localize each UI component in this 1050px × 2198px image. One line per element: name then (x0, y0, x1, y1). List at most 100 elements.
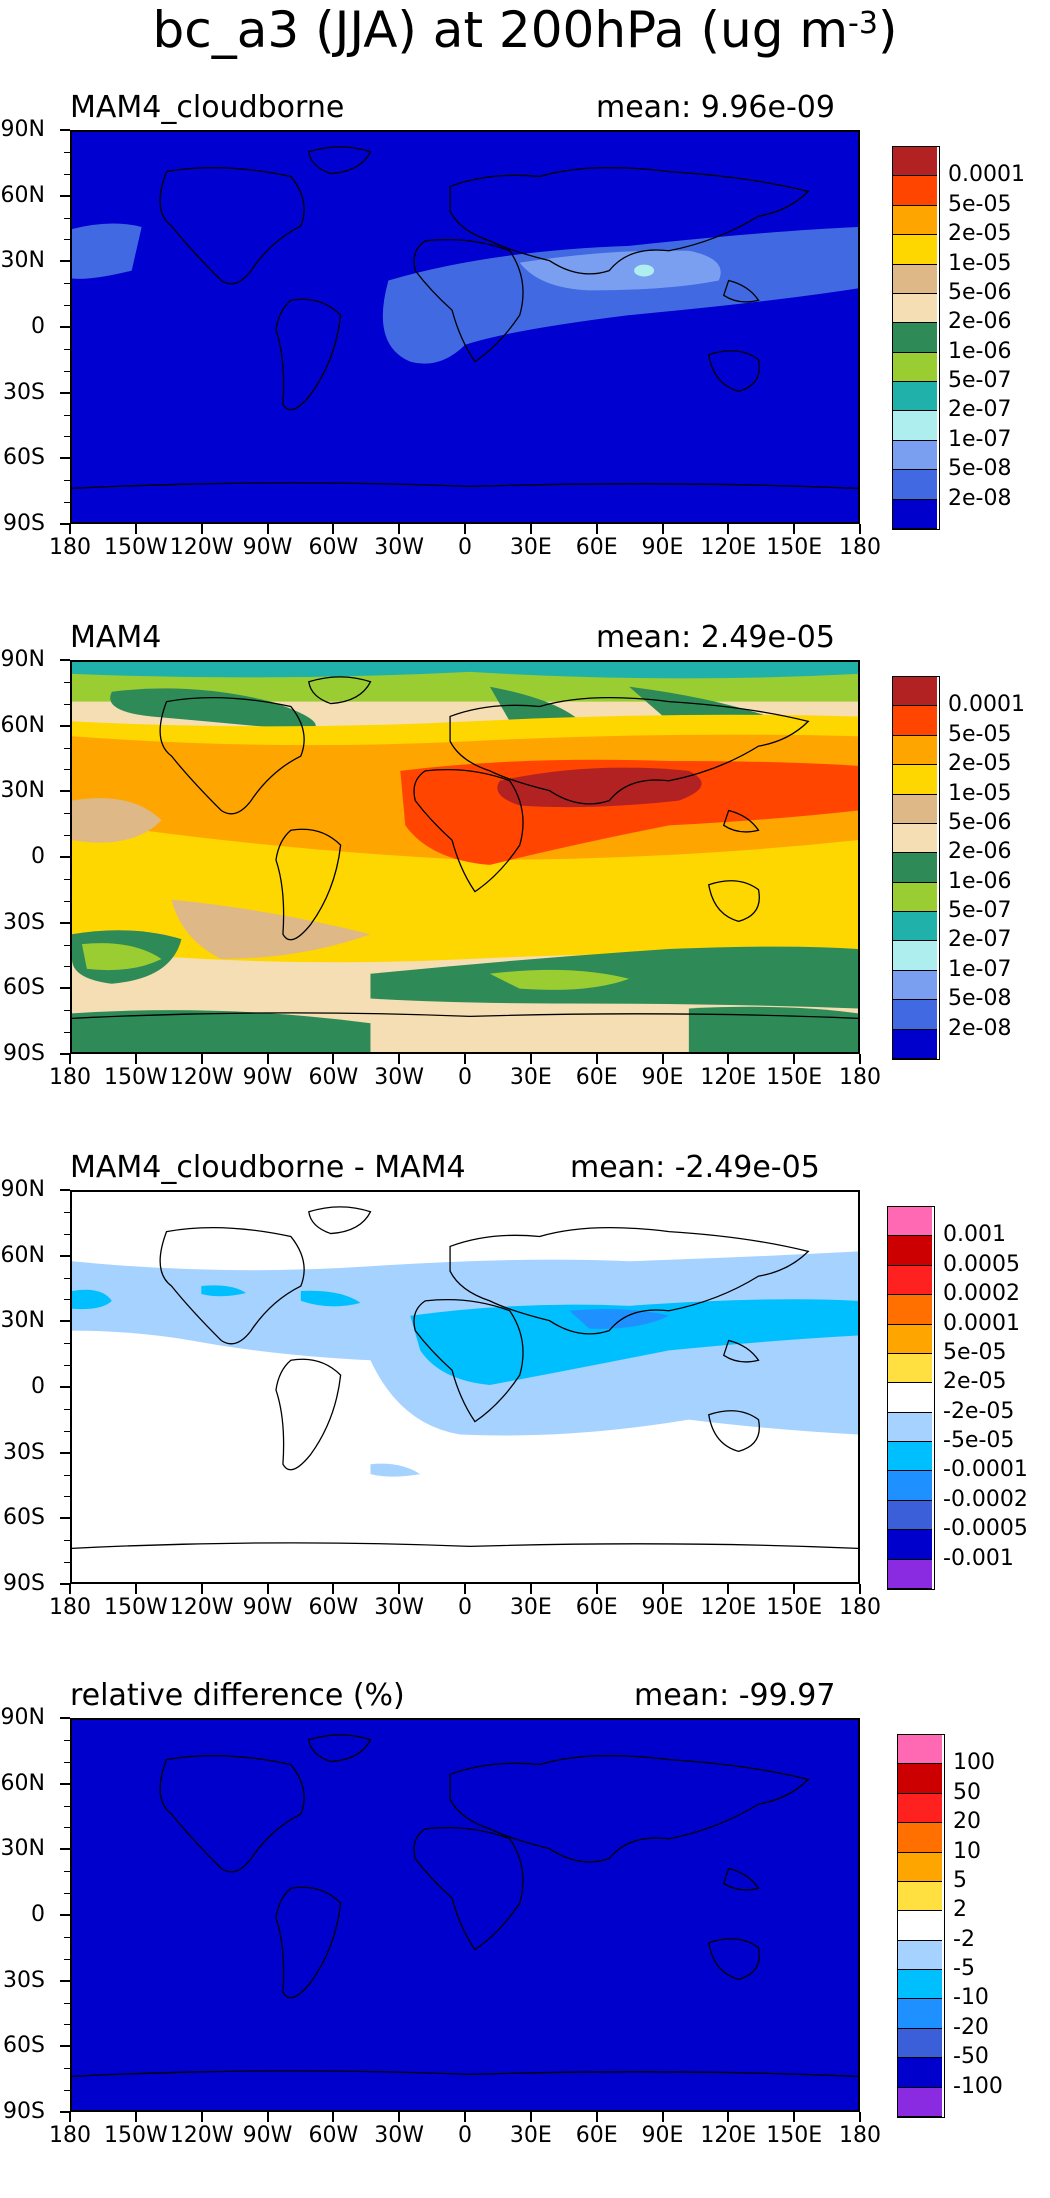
lon-tick (69, 1584, 71, 1594)
colorbar-swatch (893, 794, 937, 824)
colorbar-swatch (888, 1383, 932, 1413)
colorbar-swatch (888, 1530, 932, 1560)
lat-minor-tick (64, 370, 70, 372)
lon-tick-label: 150E (766, 2123, 823, 2148)
lat-minor-tick (64, 2090, 70, 2092)
lat-tick (60, 1254, 70, 1257)
map-canvas (72, 662, 858, 1052)
lat-minor-tick (64, 1299, 70, 1301)
lat-minor-tick (64, 2002, 70, 2004)
colorbar (887, 1206, 935, 1590)
lon-tick (793, 1584, 796, 1594)
lat-tick (60, 1517, 70, 1520)
lat-tick (60, 523, 70, 525)
colorbar-level-label: 2e-07 (948, 927, 1012, 953)
map-plot (70, 130, 860, 524)
colorbar-swatch (898, 1881, 942, 1912)
lat-minor-tick (64, 2024, 70, 2026)
lat-minor-tick (64, 217, 70, 219)
lat-minor-tick (64, 1893, 70, 1895)
colorbar (892, 676, 940, 1060)
colorbar-swatch (893, 941, 937, 971)
colorbar-level-label: 0.001 (943, 1222, 1006, 1248)
colorbar-swatch (888, 1236, 932, 1266)
lon-tick-label: 60E (575, 535, 618, 560)
lon-tick (398, 2112, 401, 2122)
coastlines (72, 1734, 858, 2077)
colorbar-level-label: 5e-07 (948, 898, 1012, 924)
lat-minor-tick (64, 1343, 70, 1345)
lon-tick (266, 1584, 269, 1594)
map-plot (70, 660, 860, 1054)
lat-minor-tick (64, 1010, 70, 1012)
lon-tick (398, 524, 401, 534)
lon-tick (661, 1584, 664, 1594)
lat-minor-tick (64, 1233, 70, 1235)
lon-tick-label: 90W (242, 2123, 293, 2148)
lat-tick (60, 790, 70, 793)
lon-tick (529, 1054, 532, 1064)
lat-minor-tick (64, 239, 70, 241)
lon-tick (200, 1584, 203, 1594)
colorbar-level-label: 1e-05 (948, 780, 1012, 806)
panel-mean: mean: -99.97 (634, 1678, 836, 1713)
lon-tick (793, 1054, 796, 1064)
lon-tick-label: 90E (641, 535, 684, 560)
colorbar-swatch (898, 2087, 942, 2117)
lon-tick-label: 90W (242, 1065, 293, 1090)
lat-tick-label: 60N (0, 182, 45, 208)
lon-tick-label: 120E (700, 1595, 757, 1620)
colorbar-level-label: 1e-07 (948, 956, 1012, 982)
lat-tick-label: 0 (31, 1374, 45, 1399)
lon-tick-label: 150W (103, 2123, 168, 2148)
lat-tick-label: 60S (3, 1505, 45, 1531)
panel-cloudborne: MAM4_cloudborne mean: 9.96e-09 90N 60N 30N… (0, 90, 1050, 610)
panel-mean: mean: -2.49e-05 (570, 1150, 820, 1185)
colorbar-level-label: 0.0001 (943, 1310, 1020, 1336)
colorbar-level-label: -0.001 (943, 1545, 1014, 1571)
colorbar-swatch (893, 853, 937, 883)
lat-minor-tick (64, 835, 70, 837)
coastline-segment (449, 696, 810, 805)
lat-tick-label: 0 (31, 314, 45, 339)
colorbar-swatch (893, 382, 937, 412)
colorbar-swatch (888, 1471, 932, 1501)
colorbar-level-label: 5e-06 (948, 279, 1012, 305)
lon-tick-label: 120E (700, 1065, 757, 1090)
colorbar-level-label: -2e-05 (943, 1398, 1015, 1424)
lat-tick (60, 457, 70, 460)
lat-minor-tick (64, 747, 70, 749)
colorbar-swatch (893, 176, 937, 206)
coastline-segment (413, 769, 524, 893)
lat-minor-tick (64, 436, 70, 438)
coastline-segment (72, 1012, 858, 1019)
lon-tick-label: 150W (103, 1595, 168, 1620)
panel-relative-difference: relative difference (%) mean: -99.97 90N… (0, 1678, 1050, 2198)
lat-minor-tick (64, 1211, 70, 1213)
lon-tick (332, 1054, 335, 1064)
colorbar-swatch (898, 1735, 942, 1765)
panel-title: MAM4 (70, 620, 162, 655)
coastline-segment (159, 696, 305, 815)
lat-tick (60, 1053, 70, 1055)
lon-tick-label: 150W (103, 535, 168, 560)
lon-tick-label: 90E (641, 1595, 684, 1620)
figure-title: bc_a3 (JJA) at 200hPa (ug m-3) (152, 1, 898, 59)
lon-tick-label: 60W (308, 2123, 359, 2148)
lat-tick-label: 90S (3, 1571, 45, 1596)
lon-tick (464, 524, 466, 534)
colorbar-level-label: 0.0002 (943, 1281, 1020, 1307)
lon-tick-label: 30E (509, 1065, 552, 1090)
lat-tick (60, 260, 70, 263)
lon-tick (595, 1054, 598, 1064)
map-canvas (72, 1192, 858, 1582)
lat-tick (60, 1979, 70, 1982)
panel-title: MAM4_cloudborne - MAM4 (70, 1150, 466, 1185)
lat-minor-tick (64, 1761, 70, 1763)
colorbar-swatch (893, 706, 937, 736)
coastline-segment (708, 1410, 760, 1453)
lon-tick-label: 90W (242, 535, 293, 560)
colorbar-level-label: 0.0001 (948, 692, 1025, 718)
lon-tick-label: 30W (374, 2123, 425, 2148)
colorbar-level-label: 5 (953, 1867, 967, 1893)
